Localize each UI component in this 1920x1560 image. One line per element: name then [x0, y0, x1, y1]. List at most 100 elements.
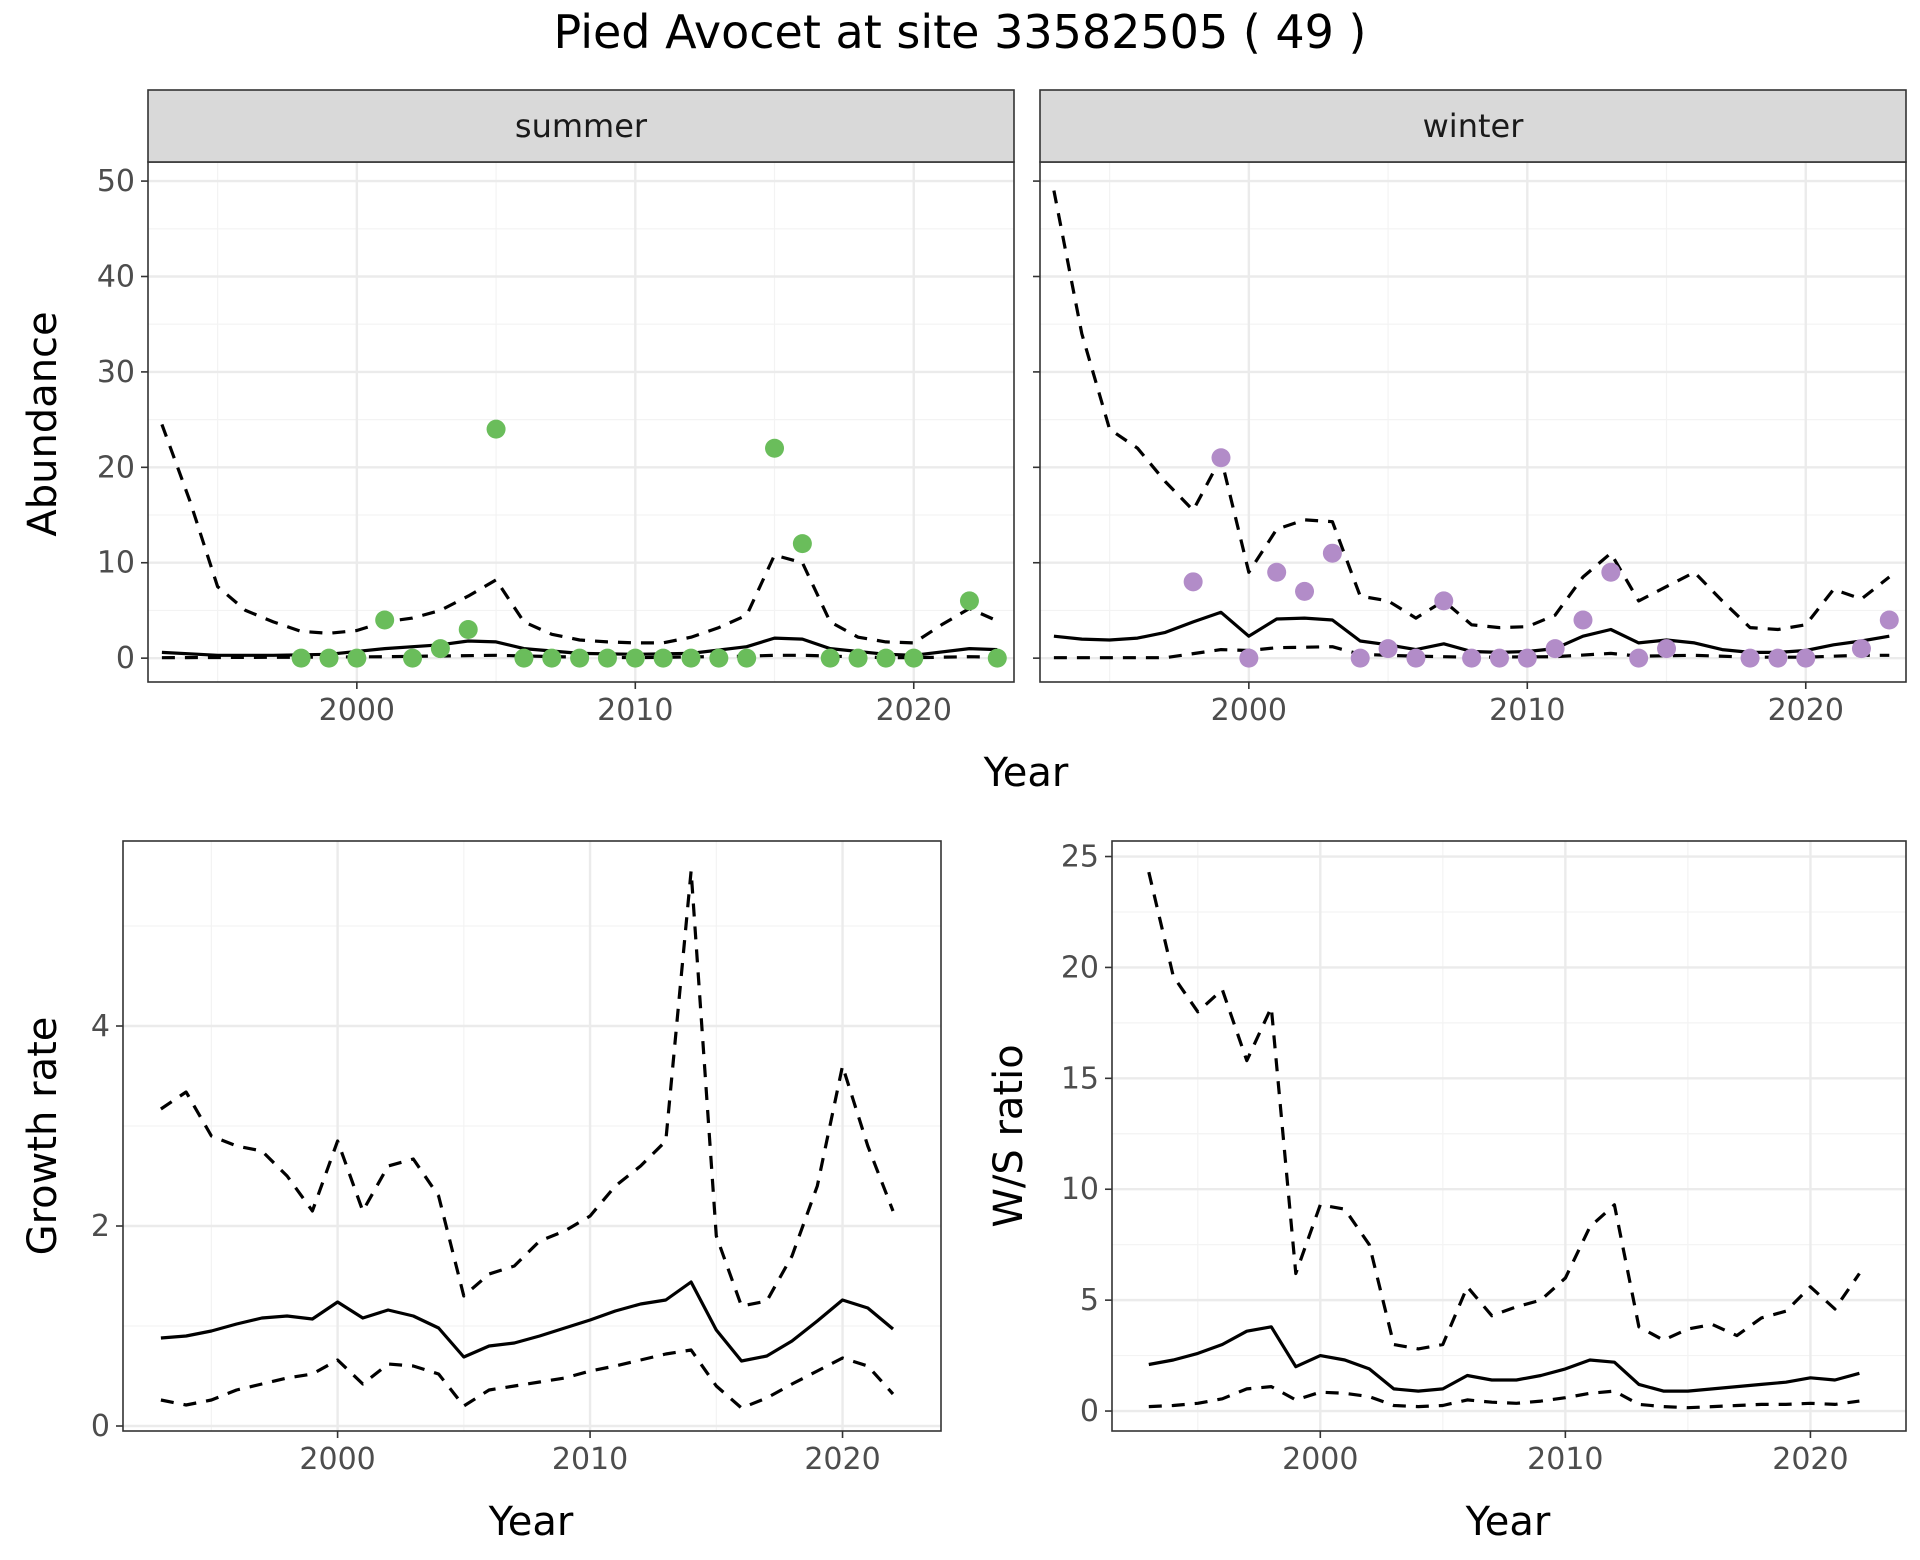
summer-count-point: [681, 648, 701, 668]
y-tick-label: 40: [97, 259, 135, 294]
winter-count-point: [1740, 648, 1760, 668]
winter-count-point: [1545, 639, 1565, 659]
y-tick-label: 4: [91, 1009, 110, 1044]
summer-count-point: [848, 648, 868, 668]
winter-count-point: [1657, 639, 1677, 659]
x-tick-label: 2020: [1768, 693, 1844, 728]
ws-ratio-lower-ci-line: [1148, 1385, 1860, 1410]
winter-count-point: [1796, 648, 1816, 668]
growth-rate-x-axis-title: Year: [488, 1499, 574, 1545]
y-tick-label: 0: [116, 641, 135, 676]
summer-count-point: [597, 648, 617, 668]
summer-count-point: [486, 419, 506, 439]
winter-count-point: [1183, 572, 1203, 592]
summer-count-point: [458, 620, 478, 640]
winter-upper-ci-line: [1052, 190, 1891, 632]
summer-count-point: [987, 648, 1007, 668]
ws-ratio-upper-ci-line: [1147, 871, 1861, 1351]
x-tick-label: 2000: [319, 693, 395, 728]
y-tick-label: 15: [1061, 1061, 1099, 1096]
winter-count-point: [1406, 648, 1426, 668]
x-tick-label: 2010: [552, 1442, 628, 1477]
winter-count-point: [1462, 648, 1482, 668]
winter-count-point: [1879, 610, 1899, 630]
ws-ratio-panel-background: [1112, 841, 1906, 1431]
winter-count-point: [1378, 639, 1398, 659]
ws-ratio-mean-line: [1148, 1325, 1860, 1393]
winter-count-point: [1434, 591, 1454, 611]
winter-count-point: [1601, 562, 1621, 582]
summer-count-point: [542, 648, 562, 668]
y-tick-label: 10: [97, 546, 135, 581]
y-tick-label: 50: [97, 164, 135, 199]
winter-count-point: [1517, 648, 1537, 668]
winter-count-point: [1629, 648, 1649, 668]
summer-count-point: [625, 648, 645, 668]
summer-count-point: [319, 648, 339, 668]
winter-count-point: [1267, 562, 1287, 582]
abundance-y-axis-title: Abundance: [20, 311, 66, 536]
x-tick-label: 2020: [804, 1442, 880, 1477]
summer-count-point: [820, 648, 840, 668]
y-tick-label: 5: [1080, 1283, 1099, 1318]
ws-ratio-panel: 2000 2010 2020 0 5 10 15 20 25: [1061, 840, 1907, 1477]
x-tick-label: 2000: [1282, 1442, 1358, 1477]
ws-ratio-x-axis-title: Year: [1465, 1499, 1551, 1545]
summer-count-point: [765, 438, 785, 458]
winter-count-point: [1211, 448, 1231, 468]
summer-count-point: [514, 648, 534, 668]
winter-count-point: [1239, 648, 1259, 668]
growth-rate-lower-ci-line: [160, 1348, 895, 1410]
growth-rate-panel-background: [123, 841, 941, 1431]
winter-count-point: [1322, 543, 1342, 563]
winter-facet-strip: [1039, 89, 1907, 163]
x-tick-label: 2000: [299, 1442, 375, 1477]
x-tick-label: 2010: [1489, 693, 1565, 728]
summer-facet-strip: [147, 89, 1015, 163]
ws-ratio-panel-border: [1111, 840, 1907, 1432]
ws-ratio-y-axis-title: W/S ratio: [986, 1044, 1032, 1227]
growth-rate-y-axis-title: Growth rate: [20, 1017, 66, 1256]
abundance-winter-panel: winter 2000 2010 2020: [1033, 89, 1907, 728]
summer-count-point: [570, 648, 590, 668]
y-tick-label: 25: [1061, 840, 1099, 875]
winter-count-point: [1489, 648, 1509, 668]
summer-panel-background: [148, 162, 1014, 682]
winter-count-point: [1573, 610, 1593, 630]
growth-rate-upper-ci-line: [160, 869, 895, 1308]
summer-upper-ci-line: [160, 423, 998, 645]
summer-count-point: [904, 648, 924, 668]
x-tick-label: 2020: [1772, 1442, 1848, 1477]
summer-count-point: [792, 534, 812, 554]
summer-count-point: [291, 648, 311, 668]
summer-count-point: [375, 610, 395, 630]
winter-count-point: [1851, 639, 1871, 659]
summer-count-point: [709, 648, 729, 668]
x-tick-label: 2010: [1527, 1442, 1603, 1477]
x-tick-label: 2010: [597, 693, 673, 728]
summer-count-point: [876, 648, 896, 668]
winter-count-point: [1295, 581, 1315, 601]
y-tick-label: 20: [1061, 950, 1099, 985]
winter-facet-label: winter: [1423, 107, 1525, 145]
x-tick-label: 2000: [1211, 693, 1287, 728]
abundance-summer-panel: summer 2000 2010 2020 0 10 20 30 40 50: [97, 89, 1015, 728]
figure-title: Pied Avocet at site 33582505 ( 49 ): [554, 5, 1367, 59]
x-tick-label: 2020: [876, 693, 952, 728]
growth-rate-panel-border: [122, 840, 942, 1432]
y-tick-label: 20: [97, 450, 135, 485]
summer-count-point: [403, 648, 423, 668]
winter-count-point: [1768, 648, 1788, 668]
winter-count-point: [1350, 648, 1370, 668]
y-tick-label: 0: [1080, 1394, 1099, 1429]
summer-facet-label: summer: [515, 107, 648, 145]
y-tick-label: 30: [97, 355, 135, 390]
y-tick-label: 0: [91, 1409, 110, 1444]
summer-count-point: [959, 591, 979, 611]
summer-count-point: [653, 648, 673, 668]
growth-rate-panel: 2000 2010 2020 0 2 4: [91, 840, 942, 1477]
summer-count-point: [347, 648, 367, 668]
summer-count-point: [430, 639, 450, 659]
growth-rate-mean-line: [160, 1280, 895, 1363]
